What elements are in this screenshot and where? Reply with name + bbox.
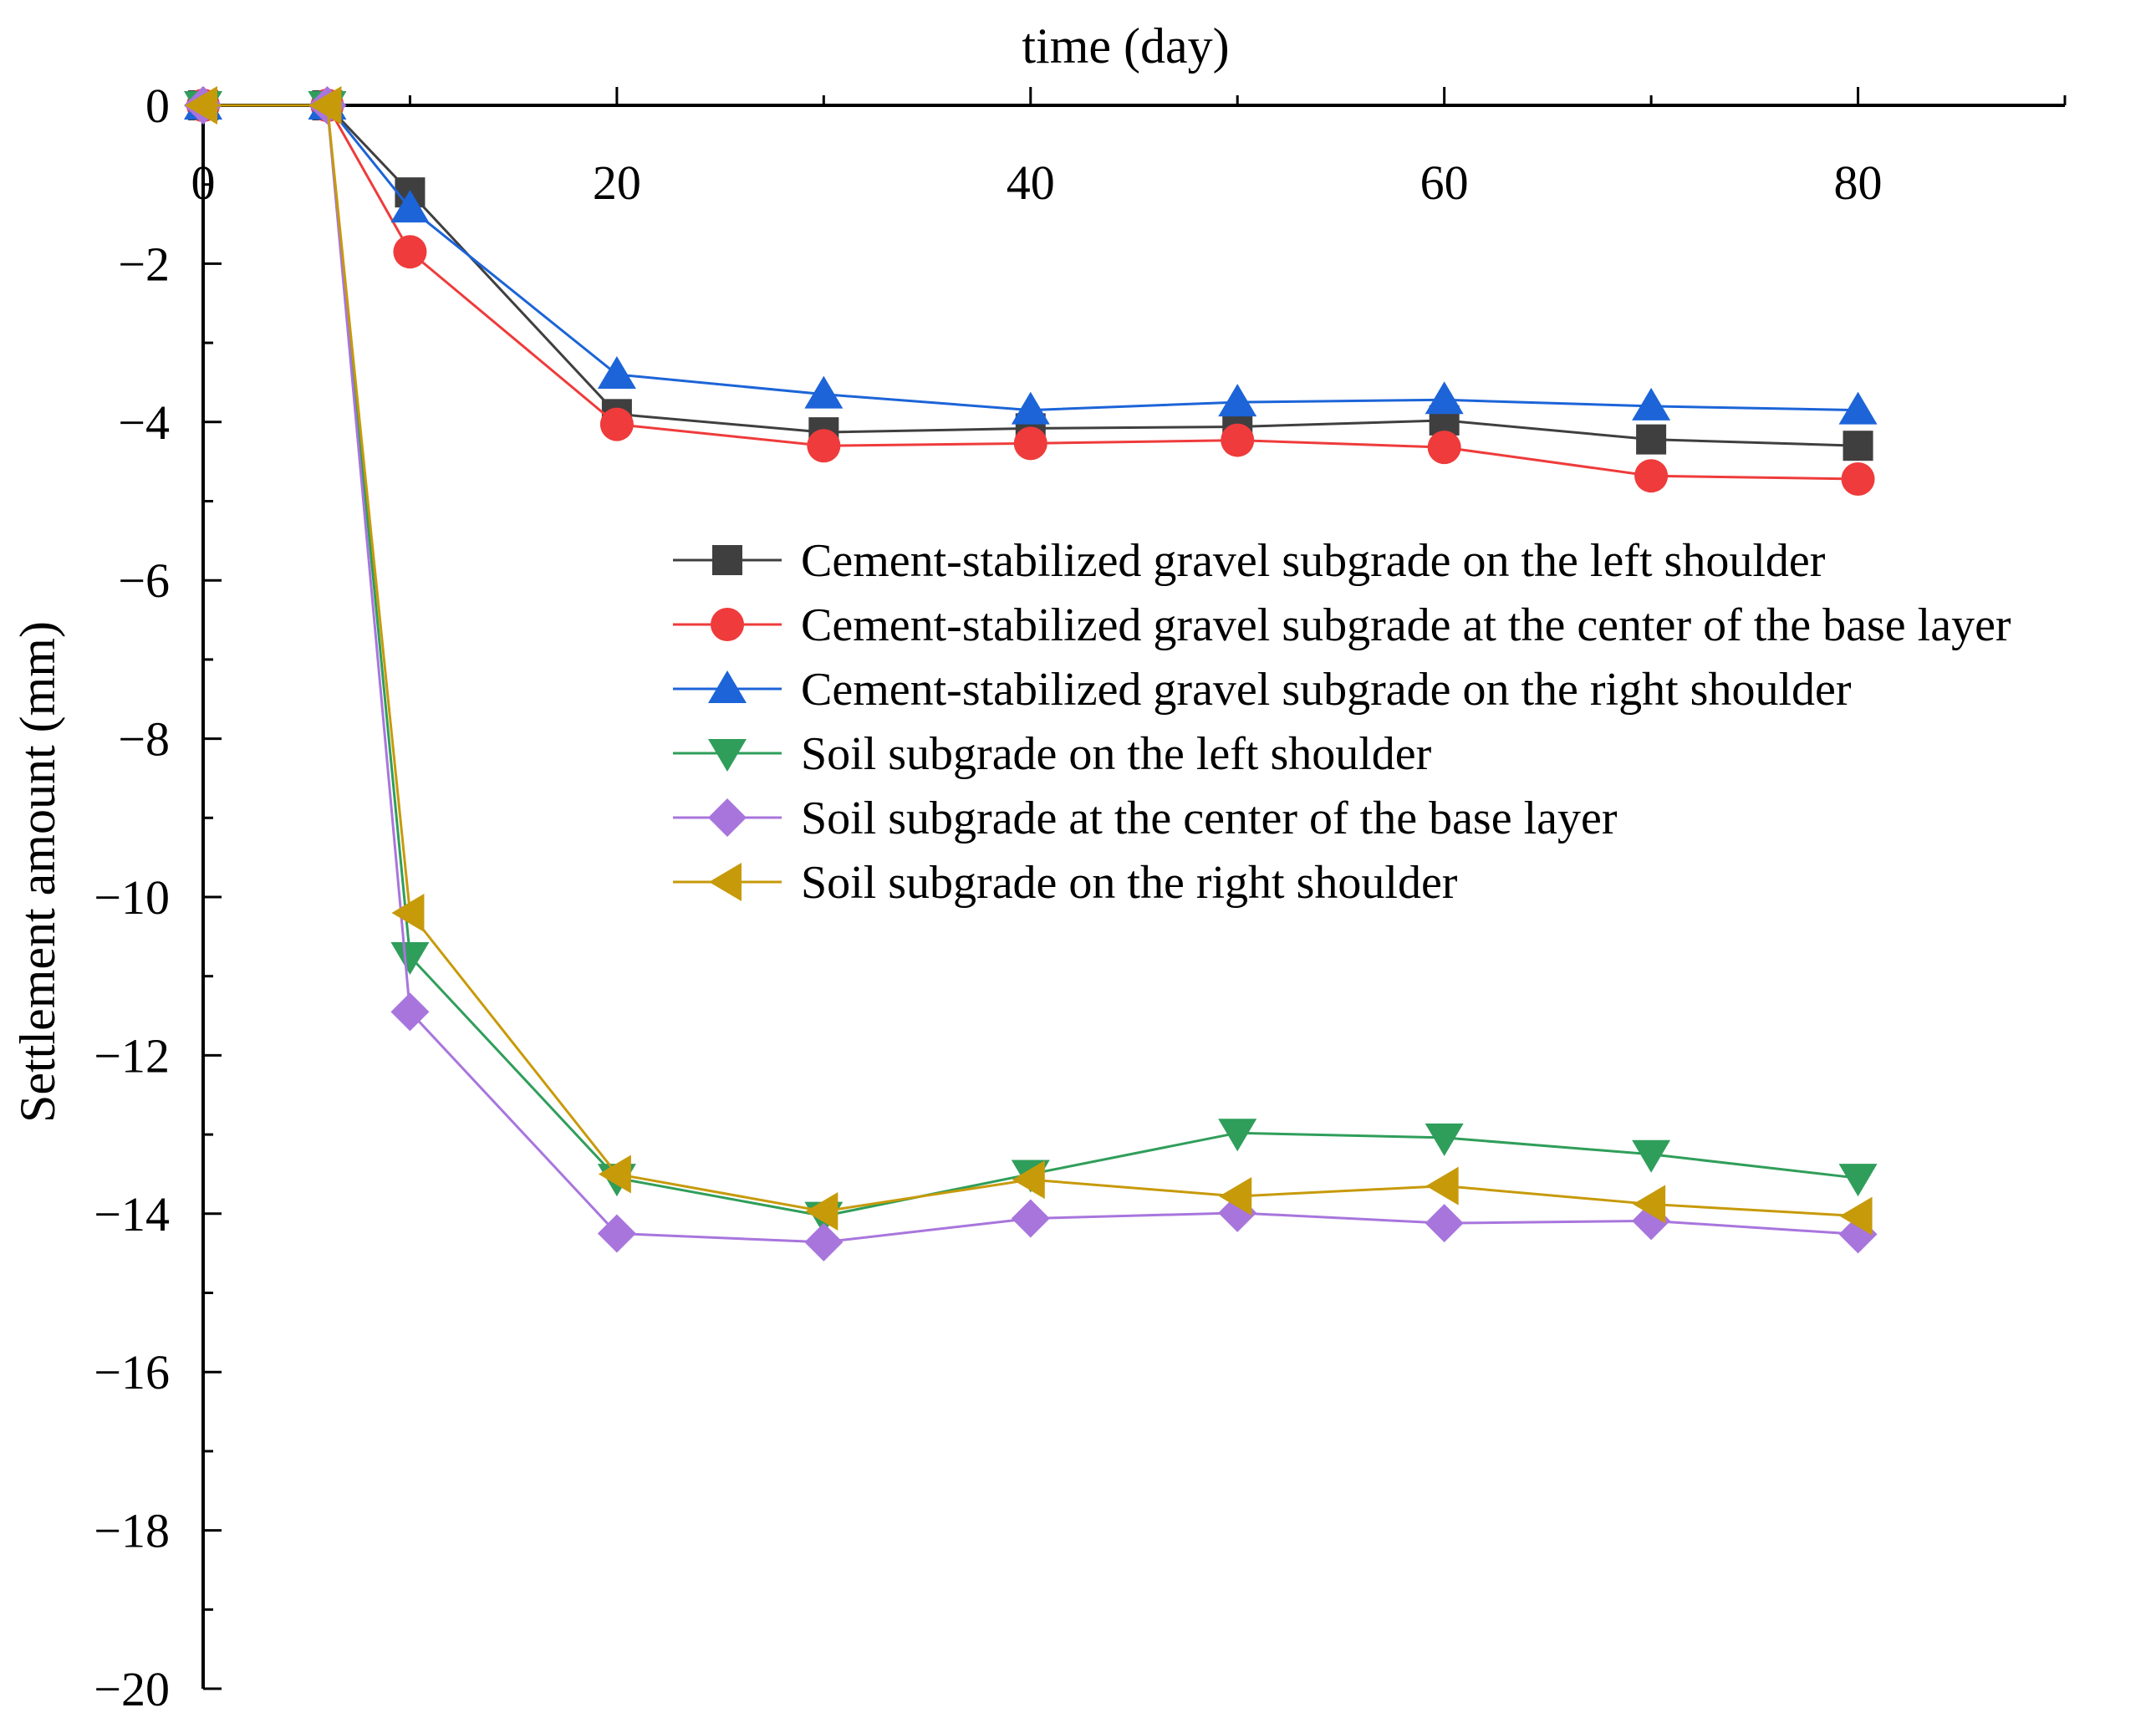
data-point [308, 86, 342, 125]
series-3 [184, 91, 1878, 1235]
legend-marker [708, 798, 747, 837]
y-tick-label: −10 [94, 870, 170, 925]
y-tick-label: −8 [118, 712, 170, 767]
y-tick-label: −18 [94, 1504, 170, 1558]
legend: Cement-stabilized gravel subgrade on the… [673, 535, 2011, 909]
data-point [1012, 1160, 1045, 1200]
series-1 [186, 89, 1875, 496]
x-tick-label: 40 [1007, 155, 1055, 210]
data-point [1841, 461, 1875, 496]
y-tick-label: −6 [118, 553, 170, 608]
data-point [1219, 1176, 1252, 1216]
data-point [1632, 1139, 1671, 1173]
legend-item: Soil subgrade on the right shoulder [673, 857, 1458, 909]
x-tick-label: 0 [191, 155, 216, 210]
series-2 [184, 87, 1878, 425]
axes: 0 20 40 60 80 0 −2 −4 −6 −8 −10 −12 −14 −16 −18 −20 time… [10, 18, 2067, 1716]
data-point [1636, 424, 1667, 455]
y-tick-label: −2 [118, 237, 170, 291]
legend-marker [711, 608, 744, 641]
series-line [203, 104, 1858, 481]
x-axis-title: time (day) [1022, 18, 1229, 74]
series-line [203, 104, 1858, 1244]
data-point [1221, 423, 1255, 457]
data-point [1843, 431, 1873, 461]
data-point [1632, 387, 1671, 421]
data-point [1838, 1164, 1878, 1197]
series-5 [185, 86, 1873, 1236]
data-point [1218, 1119, 1257, 1152]
legend-label: Cement-stabilized gravel subgrade at the… [801, 599, 2011, 651]
legend-item: Cement-stabilized gravel subgrade on the… [673, 535, 1826, 587]
legend-item: Cement-stabilized gravel subgrade at the… [673, 599, 2011, 651]
data-point [1634, 459, 1669, 493]
legend-label: Soil subgrade on the left shoulder [801, 728, 1432, 780]
series-line [203, 104, 1858, 1218]
y-tick-label: −16 [94, 1345, 170, 1399]
data-point [1838, 391, 1878, 425]
legend-label: Soil subgrade at the center of the base … [801, 793, 1618, 844]
data-point [1011, 1199, 1050, 1238]
legend-label: Cement-stabilized gravel subgrade on the… [801, 535, 1826, 587]
series-line [203, 104, 1858, 412]
data-point [599, 407, 634, 441]
data-point [805, 1191, 838, 1231]
y-axis-title: Settlement amount (mm) [10, 621, 65, 1123]
legend-marker [709, 863, 742, 901]
x-tick-label: 20 [593, 155, 641, 210]
legend-label: Cement-stabilized gravel subgrade on the… [801, 664, 1852, 716]
data-point [1427, 431, 1461, 465]
y-tick-label: −12 [94, 1028, 170, 1083]
legend-item: Soil subgrade at the center of the base … [673, 793, 1618, 844]
series-layer [184, 86, 1878, 1262]
legend-marker [712, 545, 742, 575]
data-point [391, 893, 425, 932]
data-point [597, 355, 636, 389]
data-point [185, 86, 217, 125]
legend-label: Soil subgrade on the right shoulder [801, 857, 1458, 909]
legend-marker [708, 670, 747, 703]
series-line [203, 104, 1858, 1218]
data-point [804, 375, 844, 409]
data-point [1218, 384, 1257, 417]
data-point [1425, 381, 1464, 415]
data-point [1839, 1196, 1873, 1236]
data-point [1425, 1123, 1464, 1156]
data-point [1013, 426, 1047, 461]
data-point [1011, 391, 1050, 425]
data-point [597, 1214, 636, 1253]
data-point [598, 1155, 631, 1194]
data-point [390, 942, 430, 976]
data-point [1633, 1185, 1666, 1224]
series-4 [184, 86, 1878, 1262]
series-line [203, 104, 1858, 447]
data-point [390, 992, 430, 1032]
y-tick-label: −14 [94, 1187, 170, 1241]
data-point [393, 235, 427, 269]
y-tick-label: 0 [145, 79, 170, 133]
x-tick-label: 80 [1834, 155, 1883, 210]
data-point [807, 429, 841, 463]
legend-marker [708, 739, 747, 772]
legend-item: Cement-stabilized gravel subgrade on the… [673, 664, 1852, 716]
data-point [1425, 1166, 1459, 1206]
y-tick-label: −4 [118, 395, 170, 450]
data-point [1425, 1204, 1464, 1243]
y-tick-label: −20 [94, 1662, 170, 1716]
data-point [804, 1222, 844, 1262]
x-tick-label: 60 [1420, 155, 1469, 210]
legend-item: Soil subgrade on the left shoulder [673, 728, 1432, 780]
data-point [390, 190, 430, 223]
